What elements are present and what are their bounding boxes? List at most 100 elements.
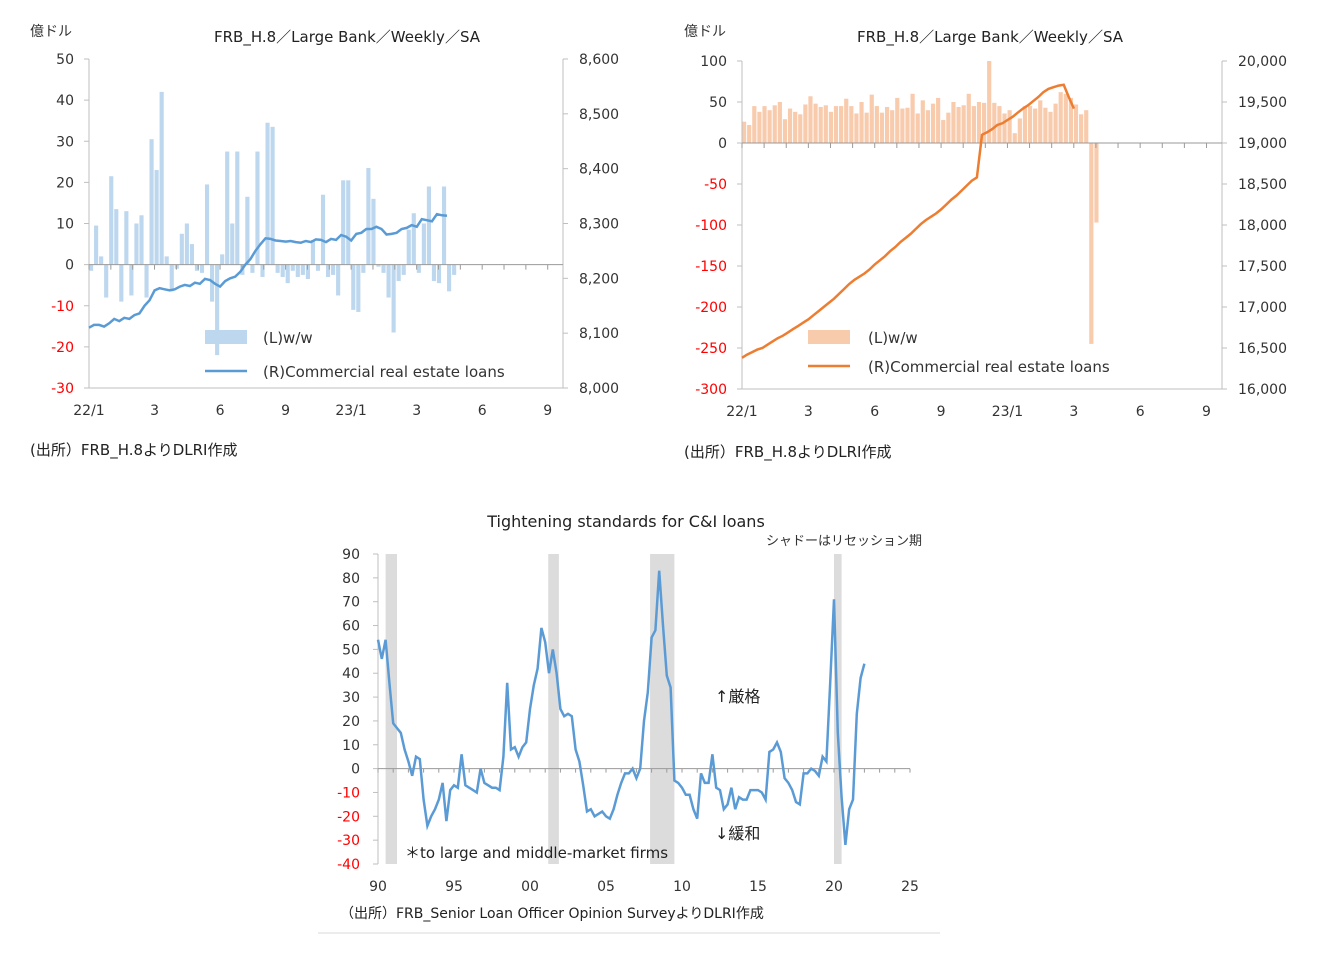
c2-bar (798, 114, 803, 143)
c2-bar (1053, 103, 1058, 143)
c1-bar (416, 264, 421, 273)
c2-bar (762, 106, 767, 143)
c1-bar (295, 264, 300, 277)
c1-bar (331, 264, 336, 275)
c2-bar (844, 98, 849, 143)
c1-bar (290, 264, 295, 271)
chart-1-title: FRB_H.8／Large Bank／Weekly／SA (214, 28, 481, 47)
c1-right-tick-label: 8,400 (579, 162, 619, 178)
c1-bar (336, 264, 341, 296)
chart-2-source: (出所）FRB_H.8よりDLRI作成 (684, 443, 891, 462)
c2-bar (747, 124, 752, 143)
c2-x-tick-label: 6 (1136, 404, 1145, 420)
c1-bar (184, 223, 189, 265)
c1-bar (315, 264, 321, 271)
c2-bar (859, 102, 864, 143)
c1-right-tick-label: 8,200 (579, 271, 619, 287)
c1-bar (426, 186, 431, 265)
c1-bar (265, 122, 270, 265)
c2-bar (869, 94, 874, 143)
chart-1-axes (84, 58, 568, 389)
chart-2-legend-line-label: (R)Commercial real estate loans (868, 358, 1110, 376)
c1-bar (406, 229, 411, 265)
c1-bar (189, 244, 194, 265)
c2-bar (910, 93, 915, 143)
c2-bar (1084, 110, 1089, 143)
chart-2-legend-bar-label: (L)w/w (868, 329, 918, 347)
c1-bar (310, 239, 316, 265)
c1-bar (346, 180, 351, 265)
c2-right-tick-label: 20,000 (1238, 54, 1287, 70)
chart-1-legend-bar-label: (L)w/w (263, 329, 313, 347)
c1-left-tick-label: -10 (51, 299, 74, 315)
chart-3-easier-label: ↓緩和 (715, 824, 760, 843)
c1-bar (215, 264, 220, 356)
c2-bar (915, 113, 920, 143)
c2-x-tick-label: 9 (1202, 404, 1211, 420)
c1-bar (235, 151, 240, 265)
c1-bar (436, 264, 442, 284)
chart-3-y-tick-label: 40 (342, 666, 360, 682)
c2-bar (777, 102, 782, 143)
c1-bar (99, 256, 104, 265)
c1-bar (361, 264, 366, 273)
c1-bar (149, 139, 154, 265)
c2-bar (966, 93, 971, 143)
c2-bar (1007, 110, 1012, 143)
c2-right-tick-label: 17,000 (1238, 300, 1287, 316)
chart-3-y-tick-label: 70 (342, 595, 360, 611)
chart-3-y-tick-label: 60 (342, 619, 360, 635)
c1-x-tick-label: 9 (281, 403, 290, 419)
chart-3-x-tick-label: 25 (901, 879, 919, 895)
c2-bar (813, 103, 818, 143)
c1-bar (386, 264, 391, 298)
c2-x-tick-label: 22/1 (726, 404, 757, 420)
c2-left-tick-label: -300 (695, 382, 727, 398)
c2-left-tick-label: -50 (704, 177, 727, 193)
c2-bar (884, 106, 890, 143)
chart-3-y-tick-label: -10 (337, 785, 360, 801)
c2-bar (1094, 143, 1099, 223)
chart-1-legend-bar-swatch (205, 330, 247, 344)
chart-3-x-tick-labels: 90 95 00 05 10 15 20 25 (369, 879, 919, 895)
chart-3-recession-shades (385, 554, 842, 864)
chart-3-y-tick-label: 0 (351, 762, 360, 778)
c2-right-tick-label: 19,500 (1238, 95, 1287, 111)
c1-right-tick-label: 8,000 (579, 381, 619, 397)
c2-bar (1048, 111, 1053, 143)
c2-x-tick-label: 6 (870, 404, 879, 420)
chart-2-left-tick-labels: 100 50 0 -50 -100 -150 -200 -250 -300 (695, 54, 727, 398)
c2-right-tick-label: 16,500 (1238, 341, 1287, 357)
c1-left-tick-label: 40 (56, 93, 74, 109)
c1-bar (320, 194, 326, 265)
c1-bar (169, 264, 174, 292)
c1-left-tick-label: -30 (51, 381, 74, 397)
c1-bar (94, 225, 99, 265)
c1-bar (124, 211, 129, 265)
c2-bar (982, 102, 987, 143)
c2-right-tick-label: 16,000 (1238, 382, 1287, 398)
c1-x-tick-label: 23/1 (335, 403, 366, 419)
c1-bar (144, 264, 149, 298)
c1-x-tick-label: 3 (412, 403, 421, 419)
c1-bar (381, 264, 386, 273)
c2-bar (936, 97, 941, 143)
c1-x-tick-label: 3 (150, 403, 159, 419)
c2-bar (767, 110, 772, 143)
chart-1-left-tick-labels: 50 40 30 20 10 0 -10 -20 -30 (51, 52, 74, 397)
c1-bar (119, 264, 124, 302)
c2-bar (900, 108, 905, 143)
c2-left-tick-label: -200 (695, 300, 727, 316)
chart-3-y-tick-label: 50 (342, 642, 360, 658)
c1-bar (210, 264, 215, 302)
c1-left-tick-label: 10 (56, 217, 74, 233)
c2-bar (1079, 114, 1084, 143)
c1-left-tick-label: 0 (65, 258, 74, 274)
chart-1: 億ドル FRB_H.8／Large Bank／Weekly／SA 5040302… (30, 24, 619, 460)
c2-bar (864, 112, 869, 143)
c2-bar (946, 112, 951, 143)
c2-right-tick-label: 18,000 (1238, 218, 1287, 234)
chart-3-y-tick-label: 80 (342, 571, 360, 587)
c2-bar (1073, 104, 1079, 143)
chart-2-x-tick-labels: 22/1 3 6 9 23/1 3 6 9 (726, 404, 1211, 420)
